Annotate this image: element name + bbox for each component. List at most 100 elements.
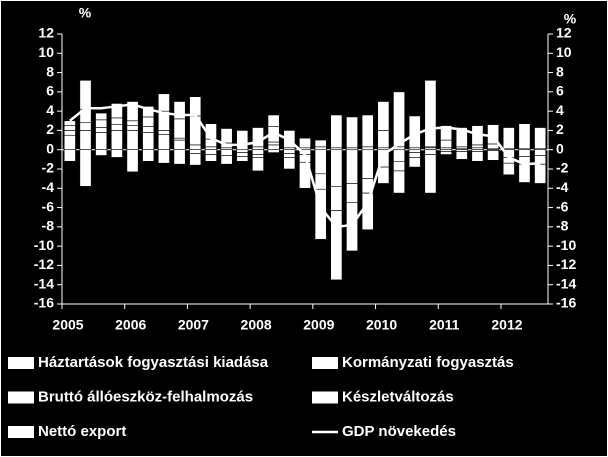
bar-segment (534, 163, 547, 184)
bar-segment (408, 152, 421, 158)
bar-segment (252, 157, 264, 172)
y2-tick-label: 0 (556, 140, 564, 156)
y-tick-label: 4 (46, 102, 54, 118)
bar-segment (126, 101, 139, 122)
bar-segment (63, 125, 76, 131)
bar-segment (142, 149, 155, 162)
bar-segment (252, 154, 264, 158)
bar-segment (126, 149, 139, 173)
y-tick-label: 0 (46, 140, 54, 156)
bar-segment (173, 101, 186, 120)
bar-segment (502, 127, 515, 150)
bar-segment (126, 120, 139, 126)
bar-segment (95, 132, 108, 151)
legend-swatch (312, 391, 338, 404)
bar-segment (189, 144, 202, 151)
y-axis-label: % (79, 5, 92, 21)
bar-segment (377, 130, 390, 149)
bar-segment (79, 122, 92, 131)
bar-segment (408, 157, 421, 168)
bar-segment (346, 202, 358, 252)
bar-segment (393, 149, 406, 162)
legend-swatch (312, 357, 338, 369)
legend-label: Kormányzati fogyasztás (342, 354, 514, 371)
bar-segment (157, 133, 170, 151)
bar-segment (487, 143, 500, 150)
bar-segment (377, 101, 390, 131)
bar-segment (126, 125, 139, 131)
bar-segment (283, 153, 296, 158)
bar-segment (236, 149, 249, 153)
bar-segment (346, 116, 358, 149)
y-tick-label: 10 (38, 44, 54, 60)
bar-segment (330, 114, 343, 149)
bar-segment (252, 149, 264, 155)
legend-label: Bruttó állóeszköz-felhalmozás (38, 388, 253, 405)
bar-segment (424, 79, 437, 148)
x-tick-label: 2007 (178, 317, 209, 333)
bar-segment (204, 146, 217, 151)
bar-segment (330, 149, 343, 187)
bar-segment (408, 149, 421, 153)
bar-segment (361, 149, 374, 179)
bar-segment (314, 146, 327, 151)
y2-tick-label: 10 (556, 44, 572, 60)
bar-segment (518, 163, 531, 183)
y2-tick-label: -4 (556, 179, 569, 195)
bar-segment (95, 127, 108, 133)
y-tick-label: 6 (46, 83, 54, 99)
y2-tick-label: 4 (556, 102, 564, 118)
y2-tick-label: 2 (556, 121, 564, 137)
y-tick-label: -8 (42, 218, 55, 234)
y2-axis-label: % (564, 11, 577, 27)
bar-segment (267, 114, 280, 127)
y-tick-label: -10 (34, 237, 54, 253)
bar-segment (440, 125, 453, 141)
bar-segment (189, 153, 202, 166)
x-tick-label: 2010 (366, 317, 397, 333)
legend-label: Nettó export (38, 423, 126, 440)
bar-segment (471, 151, 484, 162)
bar-segment (236, 156, 249, 162)
legend-label: Készletváltozás (342, 388, 454, 405)
y-tick-label: 2 (46, 121, 54, 137)
bar-segment (393, 160, 406, 172)
y2-tick-label: -8 (556, 218, 569, 234)
y2-tick-label: 8 (556, 63, 564, 79)
bar-segment (455, 127, 468, 148)
bar-segment (518, 149, 531, 157)
bar-segment (157, 149, 170, 164)
bar-segment (204, 154, 217, 162)
bar-segment (346, 183, 358, 204)
bar-segment (157, 130, 170, 135)
bar-segment (361, 114, 374, 148)
bar-segment (330, 186, 343, 211)
bar-segment (502, 162, 515, 176)
bar-segment (283, 149, 296, 154)
y-tick-label: -12 (34, 256, 54, 272)
x-tick-label: 2011 (429, 317, 460, 333)
x-tick-label: 2012 (491, 317, 522, 333)
y2-tick-label: 6 (556, 83, 564, 99)
bar-segment (236, 152, 249, 157)
y-tick-label: 12 (38, 25, 54, 41)
bar-segment (173, 118, 186, 139)
bar-segment (126, 130, 139, 151)
y2-tick-label: -12 (556, 256, 576, 272)
bar-segment (79, 149, 92, 187)
bar-segment (267, 149, 280, 153)
bar-segment (267, 141, 280, 146)
bar-segment (63, 149, 76, 162)
legend-label: GDP növekedés (342, 423, 456, 440)
bar-segment (267, 144, 280, 151)
bar-segment (110, 117, 123, 125)
y2-tick-label: -2 (556, 160, 569, 176)
bar-segment (204, 149, 217, 155)
bar-segment (63, 130, 76, 136)
bar-segment (95, 112, 108, 121)
bar-segment (220, 128, 233, 144)
bar-segment (361, 146, 374, 151)
